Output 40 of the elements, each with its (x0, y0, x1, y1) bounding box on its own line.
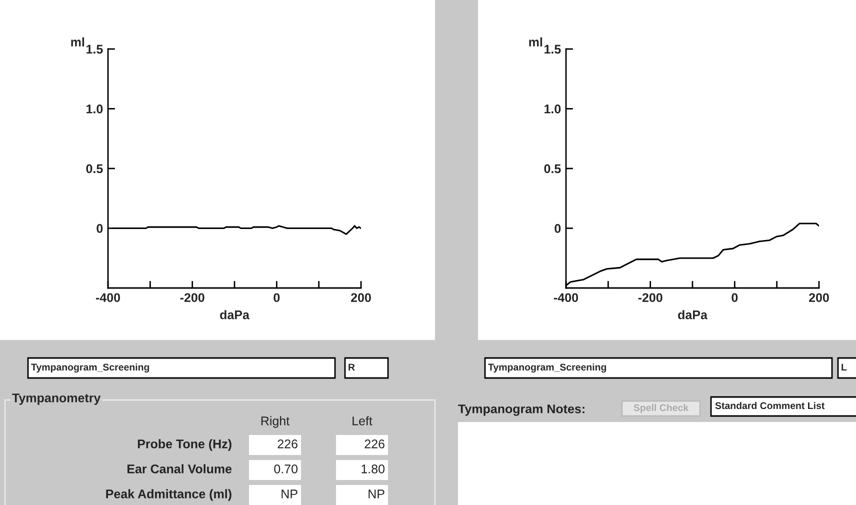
x-axis-title: daPa (678, 310, 708, 320)
y-tick-label: 0.5 (86, 164, 103, 174)
text: Tympanometry (12, 394, 101, 405)
text: Tympanogram_Screening (488, 363, 606, 373)
y-tick-label: 1.0 (544, 104, 561, 114)
text: Standard Comment List (715, 402, 825, 410)
text: Probe Tone (Hz) (138, 439, 232, 451)
text: 0.70 (274, 464, 298, 474)
x-tick-label: -200 (638, 293, 662, 302)
x-tick-label: -400 (554, 293, 578, 302)
text: Spell Check (634, 404, 689, 414)
y-tick-label: 1.5 (86, 44, 103, 54)
text: Right (261, 416, 290, 428)
text: 1.80 (362, 464, 385, 474)
text: R (348, 364, 355, 371)
y-axis-title: ml (529, 37, 542, 46)
y-tick-label: 0 (96, 224, 103, 233)
x-tick-label: 200 (351, 293, 371, 302)
y-tick-label: 1.0 (86, 104, 103, 114)
y-tick-label: 0 (554, 224, 561, 233)
text: NP (368, 490, 384, 498)
text: L (842, 364, 847, 371)
text: NP (282, 490, 298, 498)
y-axis-title: ml (71, 37, 84, 46)
x-tick-label: 0 (274, 293, 280, 302)
x-tick-label: -200 (180, 293, 204, 302)
text: Left (352, 416, 372, 426)
x-tick-label: 0 (732, 293, 738, 302)
x-tick-label: -400 (96, 293, 120, 302)
line-series (111, 225, 361, 235)
y-tick-label: 0.5 (544, 164, 561, 174)
text: Ear Canal Volume (127, 464, 232, 474)
text: 226 (278, 440, 298, 448)
x-axis-title: daPa (220, 310, 250, 320)
x-tick-label: 200 (809, 293, 829, 302)
text: Peak Admittance (ml) (106, 489, 232, 501)
y-tick-label: 1.5 (544, 44, 561, 54)
text: 226 (364, 440, 384, 448)
text: Tympanogram_Screening (31, 363, 150, 373)
text: Tympanogram Notes: (458, 404, 584, 416)
